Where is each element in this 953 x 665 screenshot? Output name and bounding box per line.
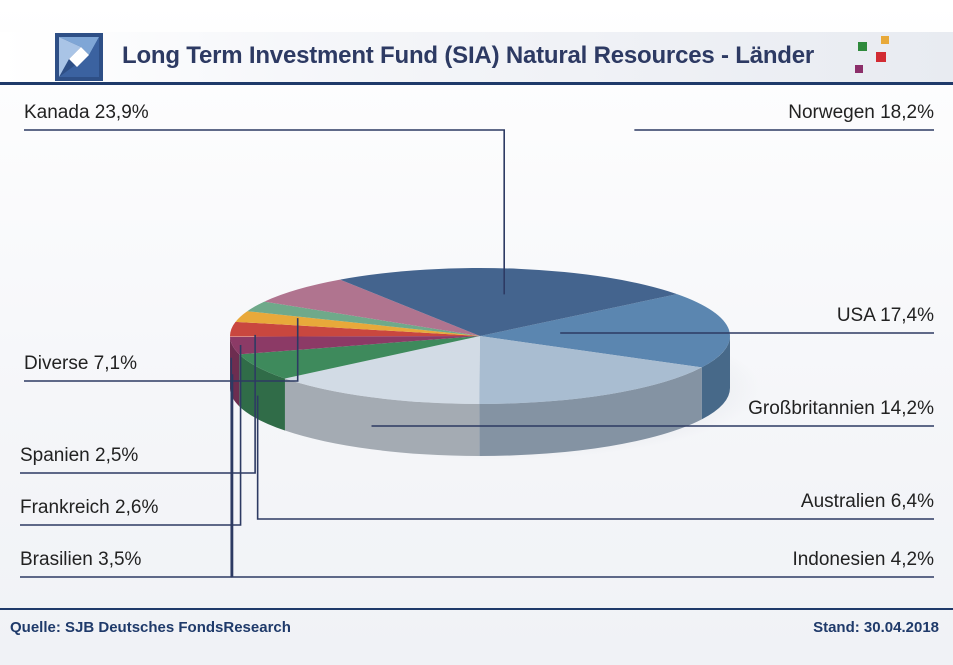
slice-label-kanada: Kanada 23,9% (24, 102, 149, 123)
pie-side-australien (239, 354, 285, 431)
pie-side-grossbritannien (284, 378, 480, 456)
pie-slice-diverse (264, 279, 480, 336)
leader-line (24, 318, 299, 382)
slice-label-grossbritannien: Großbritannien 14,2% (748, 398, 934, 419)
slice-label-brasilien: Brasilien 3,5% (20, 549, 142, 570)
header-band (0, 32, 953, 82)
fund-logo-icon (55, 33, 103, 81)
leader-line (256, 395, 934, 520)
pie-slice-indonesien (230, 336, 480, 355)
source-note: Quelle: SJB Deutsches FondsResearch (10, 619, 291, 636)
pie-leader-lines (20, 129, 934, 578)
slice-label-indonesien: Indonesien 4,2% (792, 549, 934, 570)
pie-slices (230, 268, 730, 404)
pie-slice-kanada (340, 268, 678, 336)
pie-slice-usa (479, 336, 702, 404)
date-note: Stand: 30.04.2018 (813, 619, 939, 636)
slice-label-australien: Australien 6,4% (800, 491, 934, 512)
pie-slice-grossbritannien (284, 336, 480, 404)
footer-divider (0, 608, 953, 610)
leader-line (24, 129, 505, 295)
pie-side-norwegen (701, 336, 730, 420)
brand-squares-icon (855, 36, 889, 73)
slice-label-frankreich: Frankreich 2,6% (20, 497, 159, 518)
slice-label-usa: USA 17,4% (836, 305, 934, 326)
slice-label-spanien: Spanien 2,5% (20, 445, 139, 466)
leader-line (20, 345, 242, 526)
leader-line (20, 357, 233, 578)
slice-label-diverse: Diverse 7,1% (24, 353, 137, 374)
pie-side-usa (479, 367, 702, 456)
slice-label-norwegen: Norwegen 18,2% (788, 102, 934, 123)
leader-line (231, 374, 934, 578)
pie-slice-frankreich (235, 311, 480, 336)
pie-slice-australien (239, 336, 480, 379)
pie-slice-norwegen (480, 294, 730, 368)
pie-slice-brasilien (230, 321, 480, 337)
page-title: Long Term Investment Fund (SIA) Natural … (122, 42, 815, 69)
header-divider (0, 82, 953, 85)
pie-slice-spanien (247, 301, 480, 336)
